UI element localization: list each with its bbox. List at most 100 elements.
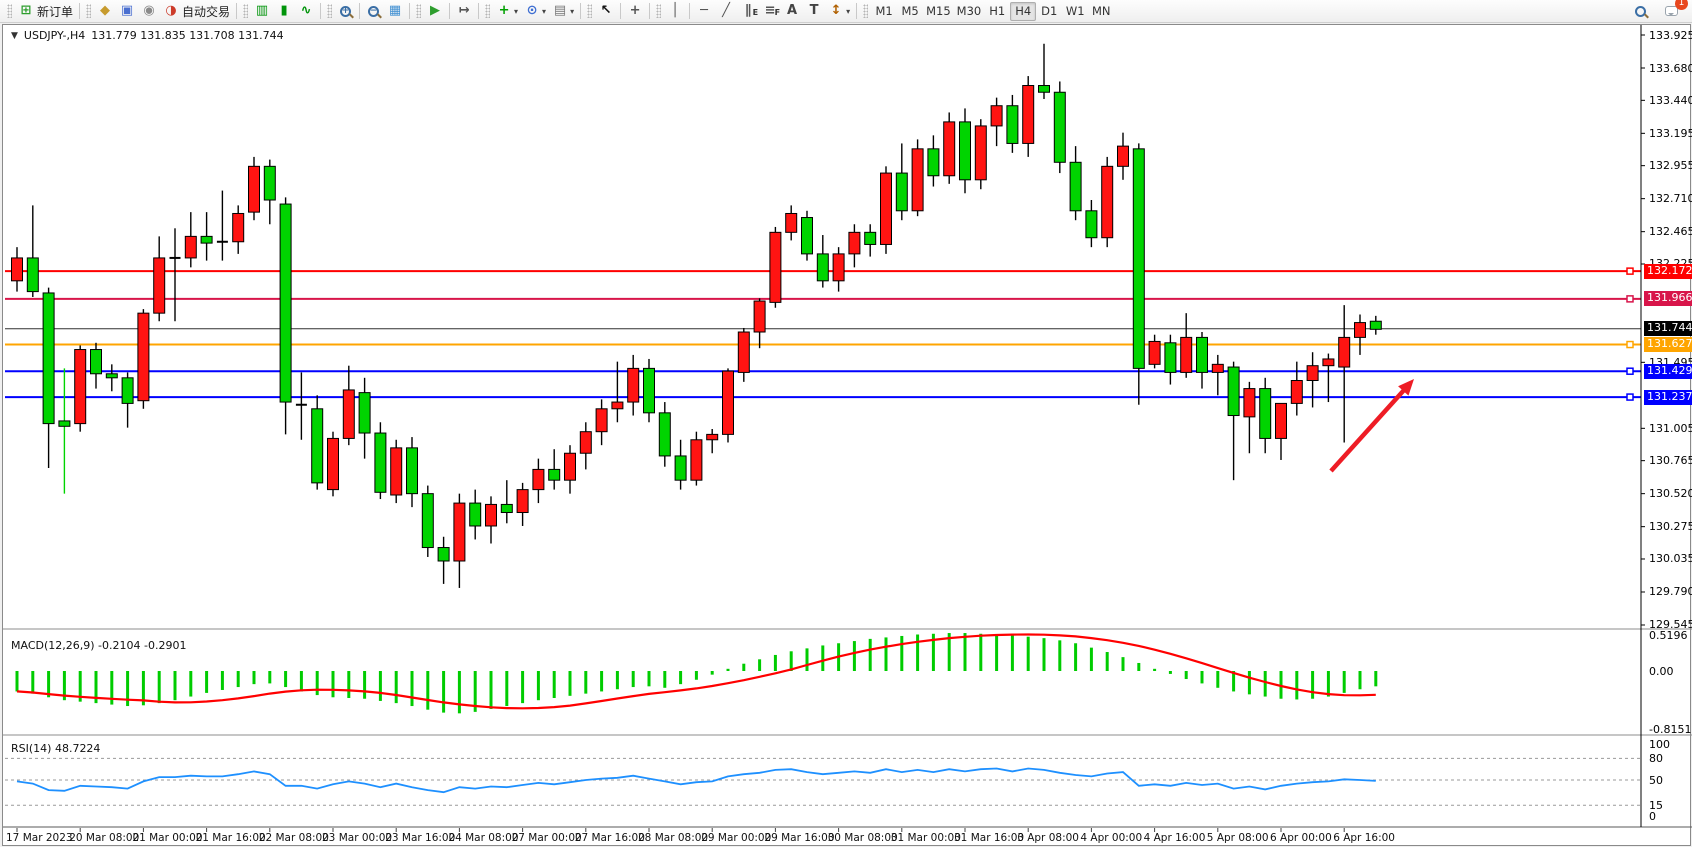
trendline-icon: ╱ <box>722 3 730 18</box>
arrows-icon: ↕ <box>830 3 842 18</box>
periods-button[interactable]: ⊙ ▾ <box>521 2 549 21</box>
candle-body <box>832 253 845 282</box>
candlestick-icon: ▮ <box>280 3 288 18</box>
text-button[interactable]: A <box>781 2 803 21</box>
indicators-button-dropdown-icon[interactable]: ▾ <box>514 6 519 16</box>
timeframe-button-d1[interactable]: D1 <box>1041 4 1058 18</box>
periods-button-dropdown-icon[interactable]: ▾ <box>542 6 547 16</box>
toolbar-grip[interactable] <box>243 4 249 18</box>
zoom-in-button[interactable]: + <box>335 2 356 21</box>
time-axis-label: 27 Mar 16:00 <box>574 832 645 844</box>
templates-button[interactable]: ▤ ▾ <box>549 2 577 21</box>
timeframe-button-m30[interactable]: M30 <box>956 4 982 18</box>
price-line-handle[interactable] <box>1626 295 1634 303</box>
market-watch-button[interactable]: ◆ <box>94 2 116 21</box>
candle-body <box>643 367 655 414</box>
candle-body <box>1227 366 1240 417</box>
auto-scroll-button[interactable]: ▶ <box>424 2 446 21</box>
toolbar-grip[interactable] <box>86 4 92 18</box>
horizontal-line-button[interactable]: ─ <box>693 2 715 21</box>
fibonacci-button[interactable]: ≡ F <box>759 2 781 21</box>
candle-body <box>137 312 150 402</box>
bar-chart-button[interactable]: ▥ <box>251 2 273 21</box>
timeframe-button-m5[interactable]: M5 <box>901 4 919 18</box>
trendline-button[interactable]: ╱ <box>715 2 737 21</box>
search-icon <box>1635 5 1646 17</box>
notifications-button[interactable]: 1 <box>1661 0 1688 21</box>
candle-body <box>1085 210 1098 239</box>
time-axis-label: 20 Mar 08:00 <box>69 832 140 844</box>
toolbar-grip[interactable] <box>656 4 662 18</box>
trend-arrow-line[interactable] <box>1329 386 1408 473</box>
price-tick-label: 131.005 <box>1649 421 1692 435</box>
candle-body <box>406 447 418 495</box>
toolbar-grip[interactable] <box>7 4 12 18</box>
chart-shift-button[interactable]: ↦ <box>453 2 475 21</box>
price-line-handle[interactable] <box>1626 340 1634 349</box>
channel-icon-letter: E <box>752 8 759 17</box>
candle-body <box>611 401 624 410</box>
candle-body <box>42 292 55 425</box>
one-click-trading-collapse-icon[interactable]: ▼ <box>11 30 18 41</box>
search-button[interactable] <box>1630 2 1651 21</box>
signals-button[interactable]: ◉ <box>138 2 160 21</box>
time-axis-label: 6 Apr 16:00 <box>1333 832 1395 844</box>
candlestick-button[interactable]: ▮ <box>273 2 295 21</box>
price-tick-label: 130.520 <box>1649 487 1692 501</box>
candle-body <box>121 377 134 404</box>
candle-body <box>1275 402 1287 439</box>
arrows-button[interactable]: ↕ ▾ <box>825 2 853 21</box>
toolbar-grip[interactable] <box>485 4 491 18</box>
timeframe-button-m15[interactable]: M15 <box>926 4 951 18</box>
time-axis-label: 4 Apr 16:00 <box>1143 832 1206 844</box>
toolbar-grip[interactable] <box>416 4 422 18</box>
price-line-handle[interactable] <box>1626 267 1634 275</box>
time-axis-label: 29 Mar 00:00 <box>701 832 772 844</box>
periods-icon: ⊙ <box>526 3 538 18</box>
timeframe-button-mn[interactable]: MN <box>1091 4 1111 18</box>
candle-body <box>1354 322 1366 338</box>
main-toolbar: ⊞ 新订单 ◆ ▣ ◉ ◑ 自动交易 ▥ ▮ ∿ + − ▦ ▶ ↦ + ▾ ⊙ ▾ ▤ ▾ ↖ + │ ─ ╱ ∥ E ≡ F A T ↕ ▾ M… <box>0 0 1692 23</box>
strategy-signal-icon: ◉ <box>143 3 155 18</box>
price-line-label: 131.429 <box>1644 363 1692 379</box>
trend-arrow-head[interactable] <box>1398 379 1414 396</box>
candle-body <box>58 420 71 427</box>
tile-windows-button[interactable]: ▦ <box>384 2 406 21</box>
candle-body <box>437 547 450 562</box>
toolbar-grip[interactable] <box>327 4 333 18</box>
candle-body <box>500 503 513 514</box>
equidistant-channel-button[interactable]: ∥ E <box>737 2 759 21</box>
toolbar-grip[interactable] <box>863 4 869 18</box>
toolbar-grip[interactable] <box>587 4 593 18</box>
ohlc-values: 131.779 131.835 131.708 131.744 <box>91 29 284 42</box>
timeframe-button-h1[interactable]: H1 <box>989 4 1006 18</box>
crosshair-button[interactable]: + <box>624 2 646 21</box>
time-axis-label: 21 Mar 00:00 <box>132 832 203 844</box>
vertical-line-button[interactable]: │ <box>664 2 686 21</box>
chart-canvas[interactable] <box>3 25 1692 847</box>
timeframe-button-w1[interactable]: W1 <box>1065 4 1085 18</box>
toolbar-separator <box>320 3 322 19</box>
price-line-handle[interactable] <box>1626 393 1634 401</box>
indicators-button[interactable]: + ▾ <box>493 2 521 21</box>
templates-button-dropdown-icon[interactable]: ▾ <box>570 6 575 16</box>
candle-body <box>1306 365 1319 382</box>
timeframe-button-h4[interactable]: H4 <box>1010 1 1037 21</box>
candle-body <box>959 121 971 181</box>
timeframe-button-m1[interactable]: M1 <box>875 4 893 18</box>
text-label-button[interactable]: T <box>803 2 825 21</box>
new-order-button[interactable]: ⊞ 新订单 <box>15 2 76 21</box>
data-window-button[interactable]: ▣ <box>116 2 138 21</box>
autotrade-button-label: 自动交易 <box>182 4 231 19</box>
line-chart-icon: ∿ <box>300 3 312 18</box>
cursor-button[interactable]: ↖ <box>595 2 617 21</box>
price-line-handle[interactable] <box>1626 367 1634 375</box>
line-chart-button[interactable]: ∿ <box>295 2 317 21</box>
autotrade-button[interactable]: ◑ 自动交易 <box>160 2 233 21</box>
zoom-out-button[interactable]: − <box>363 2 384 21</box>
price-tick-label: 133.925 <box>1649 28 1692 42</box>
candle-body <box>311 408 324 484</box>
arrows-button-dropdown-icon[interactable]: ▾ <box>846 6 851 16</box>
candle-body <box>1038 85 1050 93</box>
candle-body <box>421 493 434 549</box>
